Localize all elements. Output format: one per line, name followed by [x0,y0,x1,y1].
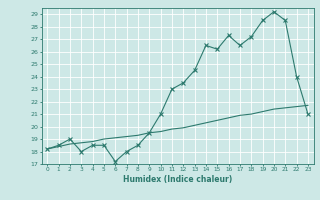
X-axis label: Humidex (Indice chaleur): Humidex (Indice chaleur) [123,175,232,184]
